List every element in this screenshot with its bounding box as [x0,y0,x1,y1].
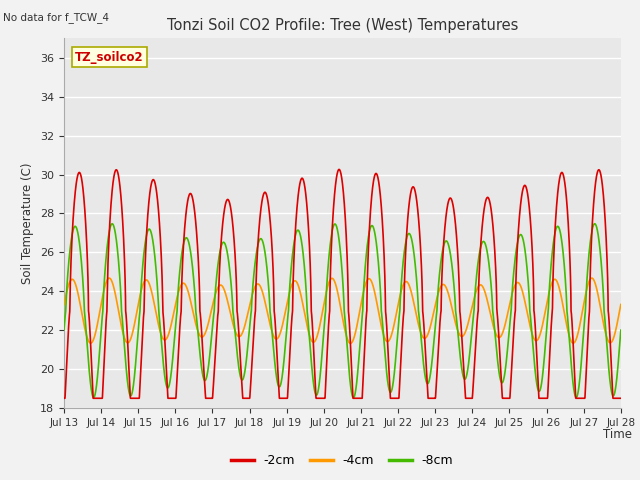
Legend: -2cm, -4cm, -8cm: -2cm, -4cm, -8cm [227,449,458,472]
Title: Tonzi Soil CO2 Profile: Tree (West) Temperatures: Tonzi Soil CO2 Profile: Tree (West) Temp… [166,18,518,33]
X-axis label: Time: Time [603,428,632,441]
Text: TZ_soilco2: TZ_soilco2 [75,50,144,63]
Text: No data for f_TCW_4: No data for f_TCW_4 [3,12,109,23]
Y-axis label: Soil Temperature (C): Soil Temperature (C) [22,162,35,284]
